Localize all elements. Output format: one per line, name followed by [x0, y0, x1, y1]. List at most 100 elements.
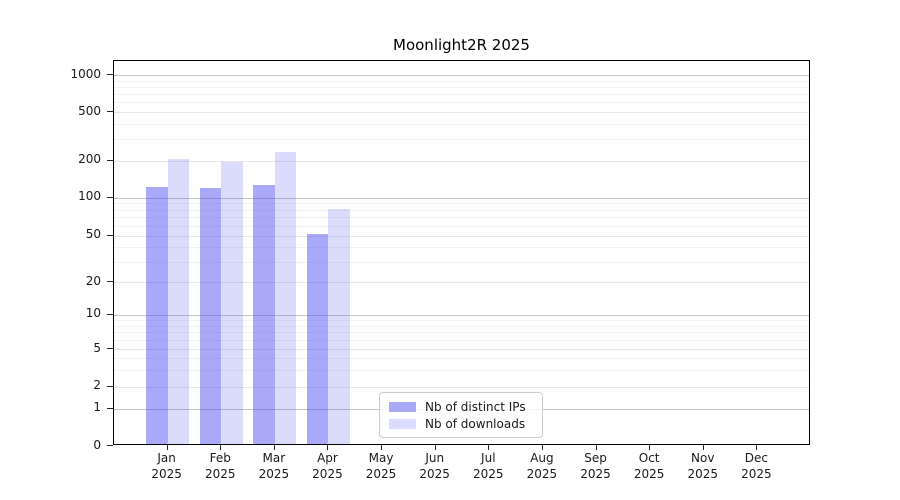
y-tick-0 [107, 445, 113, 446]
x-tick-apr [327, 445, 329, 450]
x-tick-label-nov: Nov 2025 [675, 450, 731, 482]
y-tick-100 [107, 196, 113, 198]
grid-line-2 [114, 386, 809, 388]
grid-minor-60 [114, 225, 809, 227]
y-tick-label-200: 200 [78, 152, 101, 167]
x-tick-mar [273, 445, 275, 450]
bar-distinct-ips-mar [253, 184, 275, 444]
x-tick-year-jan: 2025 [151, 467, 182, 481]
y-tick-1 [107, 407, 113, 409]
x-tick-year-mar: 2025 [258, 467, 290, 481]
x-tick-year-aug: 2025 [526, 467, 558, 481]
y-tick-label-1: 1 [93, 400, 101, 414]
x-tick-year-nov: 2025 [687, 467, 719, 481]
x-tick-label-sep: Sep 2025 [568, 450, 624, 482]
x-tick-label-dec: Dec 2025 [728, 450, 784, 482]
grid-minor-40 [114, 246, 809, 248]
x-tick-year-jun: 2025 [419, 467, 450, 481]
x-tick-year-feb: 2025 [204, 467, 236, 481]
grid-minor-4 [114, 358, 809, 360]
x-tick-nov [702, 445, 704, 450]
x-tick-year-apr: 2025 [312, 467, 343, 481]
grid-minor-700 [114, 94, 809, 96]
grid-minor-300 [114, 139, 809, 141]
bar-downloads-mar [274, 152, 297, 444]
x-tick-feb [220, 445, 222, 450]
legend-label-distinct-ips: Nb of distinct IPs [425, 399, 526, 414]
y-tick-10 [107, 313, 113, 315]
x-tick-year-may: 2025 [365, 467, 397, 481]
y-tick-label-500: 500 [78, 103, 101, 118]
y-tick-20 [107, 281, 113, 282]
chart-title: Moonlight2R 2025 [393, 36, 530, 54]
y-tick-label-1000: 1000 [70, 66, 101, 81]
x-tick-year-dec: 2025 [741, 467, 772, 481]
bar-downloads-jan [167, 158, 190, 444]
grid-minor-400 [114, 123, 809, 125]
x-tick-sep [595, 445, 597, 450]
grid-minor-30 [114, 261, 809, 263]
x-tick-jan [166, 445, 168, 450]
grid-line-50 [114, 235, 809, 237]
y-tick-50 [107, 234, 113, 236]
x-tick-oct [649, 445, 651, 450]
plot-area [113, 60, 810, 445]
x-tick-jul [488, 445, 490, 450]
x-tick-label-feb: Feb 2025 [192, 450, 248, 482]
grid-minor-9 [114, 319, 809, 321]
bar-downloads-apr [328, 209, 350, 444]
grid-line-500 [114, 112, 809, 113]
y-tick-label-20: 20 [85, 273, 101, 288]
grid-minor-800 [114, 86, 809, 88]
y-tick-label-10: 10 [85, 306, 101, 320]
legend-item-distinct-ips: Nb of distinct IPs [389, 400, 533, 414]
grid-minor-80 [114, 209, 809, 211]
y-tick-label-50: 50 [85, 227, 101, 242]
grid-minor-6 [114, 339, 809, 341]
grid-minor-90 [114, 203, 809, 205]
grid-line-200 [114, 160, 809, 162]
x-tick-aug [541, 445, 543, 450]
y-tick-label-2: 2 [93, 378, 101, 392]
x-tick-label-aug: Aug 2025 [514, 450, 570, 482]
legend-label-downloads: Nb of downloads [425, 416, 526, 431]
grid-minor-70 [114, 217, 809, 219]
x-tick-dec [756, 445, 758, 450]
grid-minor-3 [114, 369, 809, 371]
y-tick-2 [107, 385, 113, 387]
y-tick-5 [107, 348, 113, 349]
grid-minor-900 [114, 80, 809, 82]
x-tick-may [381, 445, 383, 450]
x-tick-label-jan: Jan 2025 [139, 450, 195, 482]
x-tick-label-oct: Oct 2025 [621, 450, 677, 482]
y-tick-500 [107, 111, 113, 112]
bar-distinct-ips-feb [199, 187, 222, 444]
grid-minor-600 [114, 102, 809, 104]
legend: Nb of distinct IPs Nb of downloads [379, 392, 543, 438]
legend-item-downloads: Nb of downloads [389, 417, 533, 431]
y-tick-label-0: 0 [93, 437, 101, 452]
grid-minor-7 [114, 332, 809, 334]
grid-line-20 [114, 282, 809, 283]
x-tick-year-oct: 2025 [633, 467, 665, 481]
distinct-ips-swatch-icon [389, 401, 416, 412]
x-tick-year-sep: 2025 [580, 467, 611, 481]
grid-line-1000 [114, 75, 809, 76]
x-tick-label-may: May 2025 [353, 450, 409, 482]
y-tick-1000 [107, 74, 113, 75]
grid-minor-8 [114, 325, 809, 327]
y-tick-200 [107, 159, 113, 161]
x-tick-label-mar: Mar 2025 [246, 450, 302, 482]
x-tick-jun [434, 445, 436, 450]
grid-line-5 [114, 349, 809, 350]
y-tick-label-100: 100 [78, 189, 101, 204]
y-tick-label-5: 5 [93, 340, 101, 355]
bar-downloads-feb [221, 162, 243, 444]
x-tick-year-jul: 2025 [473, 467, 504, 481]
x-tick-label-jul: Jul 2025 [460, 450, 516, 482]
x-tick-label-jun: Jun 2025 [407, 450, 463, 482]
downloads-swatch-icon [389, 418, 416, 429]
bar-distinct-ips-apr [306, 233, 329, 444]
x-tick-label-apr: Apr 2025 [299, 450, 355, 482]
